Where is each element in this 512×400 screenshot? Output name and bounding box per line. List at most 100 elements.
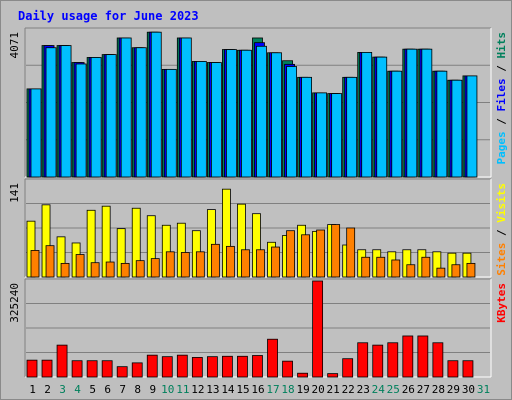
bar-kbytes-day-9 bbox=[146, 354, 158, 378]
bar-pages-day-22 bbox=[346, 76, 358, 178]
x-tick-label: 16 bbox=[251, 383, 264, 396]
x-tick-label: 22 bbox=[342, 383, 355, 396]
x-tick-label: 24 bbox=[372, 383, 386, 396]
bar-sites-day-29 bbox=[451, 264, 461, 278]
bar-kbytes-day-22 bbox=[342, 358, 354, 378]
bar-sites-day-20 bbox=[316, 229, 326, 278]
bar-kbytes-day-3 bbox=[56, 344, 68, 378]
x-tick-label: 7 bbox=[119, 383, 126, 396]
bar-sites-day-28 bbox=[436, 267, 446, 278]
bar-sites-day-25 bbox=[391, 259, 401, 278]
bar-sites-day-10 bbox=[165, 251, 175, 278]
x-tick-label: 9 bbox=[149, 383, 156, 396]
bar-kbytes-day-13 bbox=[206, 356, 218, 378]
x-tick-label: 6 bbox=[104, 383, 111, 396]
bar-kbytes-day-7 bbox=[116, 366, 128, 378]
bar-sites-day-26 bbox=[406, 264, 416, 278]
x-tick-label: 28 bbox=[432, 383, 445, 396]
bar-kbytes-day-25 bbox=[387, 342, 399, 378]
bar-pages-day-16 bbox=[256, 45, 267, 178]
bar-kbytes-day-26 bbox=[402, 335, 414, 378]
bar-kbytes-day-19 bbox=[297, 372, 308, 378]
x-tick-label: 19 bbox=[296, 383, 309, 396]
x-tick-label: 5 bbox=[89, 383, 96, 396]
bar-pages-day-8 bbox=[135, 47, 147, 178]
x-tick-label: 2 bbox=[44, 383, 51, 396]
bar-kbytes-day-8 bbox=[131, 362, 143, 378]
x-tick-label: 21 bbox=[327, 383, 340, 396]
x-tick-label: 14 bbox=[221, 383, 235, 396]
x-tick-label: 30 bbox=[462, 383, 475, 396]
legend-entry: / bbox=[495, 59, 508, 79]
x-tick-label: 12 bbox=[191, 383, 204, 396]
bar-sites-day-6 bbox=[105, 261, 115, 278]
x-tick-label: 29 bbox=[447, 383, 460, 396]
bar-pages-day-15 bbox=[241, 49, 252, 178]
bar-pages-day-10 bbox=[165, 68, 177, 178]
bar-pages-day-12 bbox=[195, 61, 207, 178]
legend-entry: Visits bbox=[495, 183, 508, 223]
bar-kbytes-day-30 bbox=[462, 360, 474, 378]
x-tick-label: 20 bbox=[312, 383, 325, 396]
bar-pages-day-9 bbox=[150, 31, 162, 178]
bar-sites-day-11 bbox=[180, 252, 190, 278]
bar-kbytes-day-11 bbox=[176, 354, 188, 378]
x-tick-label: 15 bbox=[236, 383, 249, 396]
bar-kbytes-day-10 bbox=[161, 356, 173, 378]
bar-pages-day-13 bbox=[210, 62, 222, 178]
bar-sites-day-1 bbox=[30, 250, 40, 278]
bar-kbytes-day-4 bbox=[71, 360, 83, 378]
bar-pages-day-14 bbox=[226, 49, 237, 178]
bar-pages-day-21 bbox=[331, 93, 343, 178]
bar-pages-day-29 bbox=[451, 79, 463, 178]
bar-sites-day-12 bbox=[195, 251, 205, 278]
bar-kbytes-day-2 bbox=[41, 359, 53, 378]
bar-pages-day-19 bbox=[301, 76, 312, 178]
bar-sites-day-7 bbox=[120, 262, 130, 278]
y-max-label: 141 bbox=[8, 183, 21, 203]
x-tick-label: 18 bbox=[281, 383, 294, 396]
bar-sites-day-22 bbox=[346, 227, 356, 278]
bar-sites-day-24 bbox=[376, 256, 386, 278]
legend-entry: Pages bbox=[495, 131, 508, 164]
x-tick-label: 10 bbox=[161, 383, 174, 396]
x-tick-label: 3 bbox=[59, 383, 66, 396]
bar-kbytes-day-17 bbox=[267, 338, 278, 378]
legend-entry: Hits bbox=[495, 32, 508, 59]
panel-kbytes: 325240 KBytes bbox=[8, 278, 508, 378]
x-tick-label: 31 bbox=[477, 383, 490, 396]
bar-pages-day-11 bbox=[180, 37, 192, 178]
bar-kbytes-day-16 bbox=[252, 355, 263, 378]
bar-kbytes-day-28 bbox=[432, 342, 444, 378]
bar-kbytes-day-15 bbox=[237, 355, 248, 378]
bar-kbytes-day-6 bbox=[101, 360, 113, 378]
bar-kbytes-day-23 bbox=[357, 342, 369, 378]
bar-pages-day-7 bbox=[120, 37, 132, 178]
bar-pages-day-3 bbox=[60, 45, 72, 178]
bar-pages-day-2 bbox=[45, 47, 57, 178]
bar-sites-day-3 bbox=[60, 262, 70, 278]
bar-sites-day-9 bbox=[150, 258, 160, 278]
bar-sites-day-19 bbox=[301, 234, 310, 278]
y-max-label: 4071 bbox=[8, 32, 21, 59]
legend-kbytes: KBytes bbox=[495, 283, 508, 323]
bar-sites-day-27 bbox=[421, 256, 431, 278]
bar-sites-day-13 bbox=[210, 243, 220, 278]
legend-entry: Files bbox=[495, 78, 508, 111]
bar-pages-day-27 bbox=[421, 48, 433, 178]
bar-kbytes-day-18 bbox=[282, 360, 293, 378]
bar-pages-day-24 bbox=[376, 56, 388, 178]
bar-sites-day-2 bbox=[45, 245, 55, 278]
bar-pages-day-18 bbox=[286, 66, 297, 178]
bar-pages-day-4 bbox=[75, 63, 87, 178]
legend-entry: KBytes bbox=[495, 283, 508, 323]
bar-sites-day-18 bbox=[286, 230, 295, 278]
bar-sites-day-17 bbox=[271, 246, 280, 278]
legend-visits-sites: Sites / Visits bbox=[495, 183, 508, 276]
bar-sites-day-4 bbox=[75, 254, 85, 278]
panel-visits-sites: 141 Sites / Visits bbox=[8, 178, 508, 278]
bar-sites-day-5 bbox=[90, 262, 100, 278]
x-tick-label: 17 bbox=[266, 383, 279, 396]
bar-kbytes-day-29 bbox=[447, 360, 459, 378]
bar-pages-day-17 bbox=[271, 52, 282, 178]
